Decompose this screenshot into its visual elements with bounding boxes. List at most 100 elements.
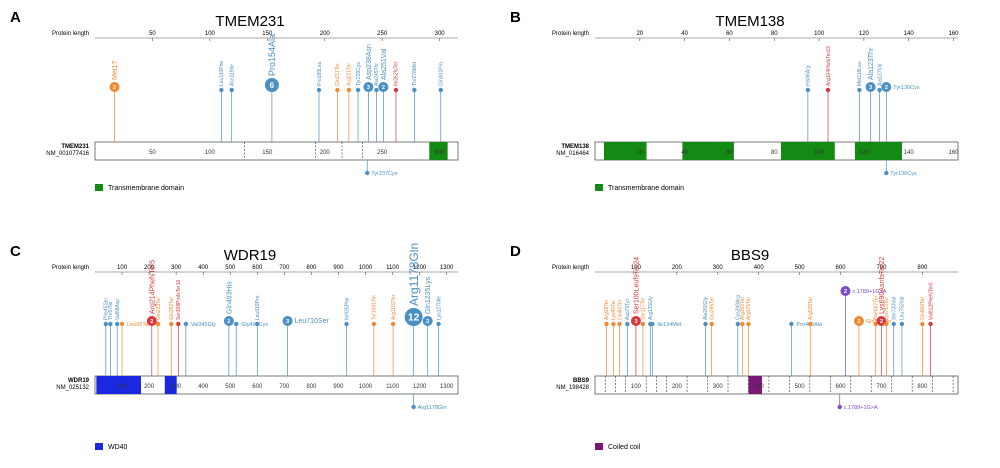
transcript-id: NM_016464 [556,151,589,157]
legend-label: Transmembrane domain [108,185,184,192]
mutation-label: Thr278Met [412,61,418,86]
mutation-count-circle [422,316,433,326]
mutation-label: Gln211Ter [335,63,341,86]
panel-letter: A [10,9,21,26]
axis-tick-label: 800 [917,265,928,271]
mutation-label: Phe687Ter [873,295,879,320]
box-tick-label: 1100 [386,384,400,390]
axis-tick-label: 100 [205,31,216,37]
legend-swatch [595,184,603,191]
mutation-count: 2 [426,319,429,325]
box-tick-label: 20 [636,150,643,156]
mutation-head [611,321,616,327]
lollipop-plot-d: D BBS9 Protein length 100 200 300 400 500 600 700… [510,243,959,451]
mutation-label: Lys713Ter [884,297,890,320]
box-tick-label: 200 [672,384,683,390]
legend-swatch [595,443,603,450]
mutation-count: 3 [634,319,637,325]
mutation-label: Tyr229Cys [356,62,362,86]
box-tick-label: 100 [814,150,825,156]
mutation-label: Ile134Met [657,322,682,328]
box-tick-label: 1300 [440,384,454,390]
box-tick-label: 100 [631,384,642,390]
mutation-label: Pro154Ala [267,34,277,76]
domain-block [603,142,647,160]
box-tick-label: 100 [205,150,216,156]
mutation-label: Asp238Asn [366,44,373,80]
lollipop-plot-b: B TMEM138 Protein length 20 40 60 80 100 120 140 1… [510,9,959,192]
mutation-label: Asp79Tyr [625,299,631,320]
mutation-head [877,87,882,93]
axis-label: Protein length [52,265,89,271]
mutation-count-circle [363,82,374,92]
axis-tick-label: 200 [144,265,155,271]
mutation-label: Leu710Ser [295,318,330,325]
mutation-label: Gln1235Lys [425,276,432,314]
domain-block [96,376,141,394]
axis-tick-label: 300 [171,265,182,271]
legend-swatch [95,184,103,191]
mutation-head [219,87,224,93]
mutation-count: 3 [869,85,872,91]
mutation-label: Ala123Thr [868,47,875,80]
mutation-label: Arg104HisfsTer23 [826,46,832,86]
panel-d: D BBS9 Protein length 100 200 300 400 500 600 700… [500,234,1000,468]
mutation-label: Leu82Ter [127,322,150,328]
box-tick-label: 1000 [359,384,373,390]
box-tick-label: 300 [171,384,182,390]
legend-label: Transmembrane domain [608,185,684,192]
mutation-head [604,321,609,327]
axis-tick-label: 200 [672,265,683,271]
mutation-head [169,321,174,327]
protein-box [94,375,459,395]
mutation-label: Glu285Ter [709,297,715,320]
mutation-count: 2 [382,85,385,91]
axis-tick-label: 500 [225,265,236,271]
mutation-label: Arg1102Ter [391,294,397,320]
gene-name: TMEM231 [61,144,89,150]
mutation-head [114,321,120,327]
mutation-count: 6 [270,81,275,90]
box-tick-label: 700 [279,384,290,390]
mutation-head [316,87,322,93]
mutation-label: His96Arg [806,65,812,86]
box-tick-label: 100 [117,384,128,390]
mutation-count: 3 [286,319,289,325]
box-tick-label: 700 [876,384,887,390]
mutation-count: 2 [880,319,883,325]
mutation-count-circle [264,78,279,92]
mutation-label-bottom: Tyr130Cys [890,171,917,177]
mutation-count: 3 [367,85,370,91]
mutation-head [808,321,813,327]
box-tick-label: 200 [320,150,331,156]
mutation-label: Gly495Cys [241,322,268,328]
mutation-head [346,87,352,93]
mutation-label: Phe45Ser [104,297,110,320]
mutation-head [393,87,399,93]
mutation-head [355,87,361,93]
mutation-label: Arg1178Gln [407,243,421,306]
box-tick-label: 300 [435,150,446,156]
mutation-count-circle [223,316,234,326]
mutation-count: 2 [885,85,888,91]
mutation-label: Lys690AsnfsTer22 [879,257,886,314]
axis-tick-label: 250 [377,31,388,37]
transcript-id: NM_025132 [56,385,89,391]
mutation-label: Arg28Ter [604,299,610,320]
mutation-label: Val812PhefsTer6 [928,282,934,320]
box-tick-label: 800 [917,384,928,390]
mutation-head [709,321,714,327]
transcript-id: NM_198428 [556,385,589,391]
mutation-label: Arg214PhefsTer5 [149,260,156,314]
gene-name: TMEM138 [561,144,589,150]
gene-name: WDR19 [68,378,90,384]
box-tick-label: 1200 [413,384,427,390]
axis-tick-label: 1300 [440,265,454,271]
mutation-head [176,321,181,327]
mutation-count: 2 [227,319,230,325]
mutation-label: c.1789+1G>A [852,289,886,295]
panel-c: C WDR19 Protein length 100 200 300 400 500 600 70… [0,234,500,468]
mutation-label: Arg221Ter [347,63,353,86]
mutation-head [625,321,630,327]
axis-label: Protein length [552,265,589,271]
